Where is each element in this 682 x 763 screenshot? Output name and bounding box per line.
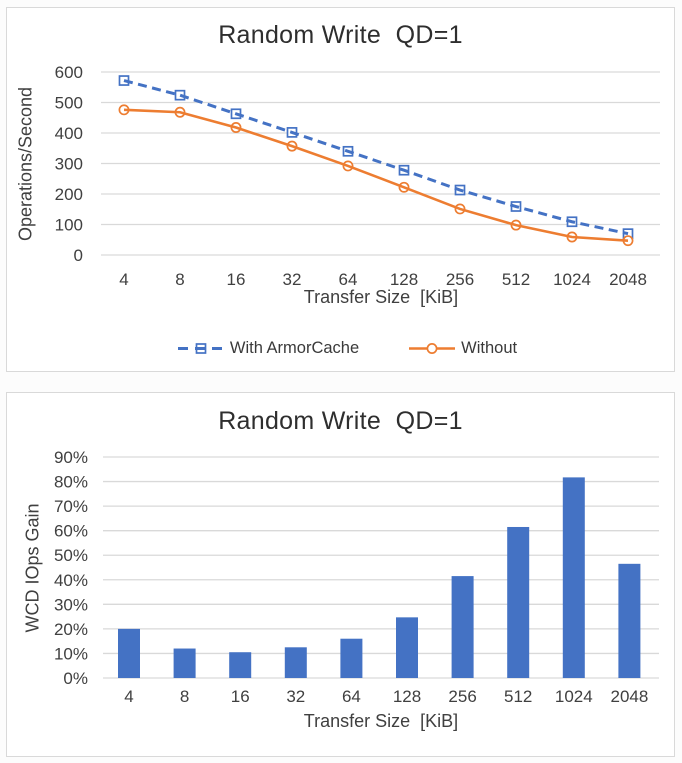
svg-text:2048: 2048 — [609, 270, 647, 289]
bar-256 — [451, 576, 474, 678]
x-tick-labels: 4 8 16 32 64 128 256 512 1024 2048 — [124, 687, 648, 706]
bar-plot-svg: 0% 10% 20% 30% 40% 50% 60% 70% 80% 90% 4 8 16 32 64 128… — [54, 448, 659, 706]
legend: With ArmorCache Without — [7, 339, 674, 358]
line-y-axis-title: Operations/Second — [15, 86, 36, 242]
svg-text:70%: 70% — [54, 497, 88, 516]
svg-text:64: 64 — [339, 270, 358, 289]
svg-text:50%: 50% — [54, 546, 88, 565]
legend-label-with-armorcache: With ArmorCache — [229, 339, 360, 357]
svg-text:300: 300 — [55, 155, 83, 174]
bar-512 — [507, 526, 530, 678]
dashed-line-square-marker-icon — [177, 343, 224, 354]
line-x-axis-title: Transfer Size [KiB] — [303, 287, 459, 307]
svg-text:80%: 80% — [54, 473, 88, 492]
svg-text:200: 200 — [55, 185, 83, 204]
svg-text:100: 100 — [55, 216, 83, 235]
line-plot-svg: 0 100 200 300 400 500 600 4 8 16 32 64 128 256 512 1024… — [55, 63, 660, 289]
bar-8 — [173, 648, 196, 678]
solid-line-circle-marker-icon — [409, 343, 456, 354]
svg-text:4: 4 — [119, 270, 128, 289]
line-chart-title: Random Write QD=1 — [218, 21, 463, 49]
svg-text:256: 256 — [446, 270, 474, 289]
svg-text:1024: 1024 — [553, 270, 591, 289]
svg-text:0: 0 — [74, 246, 83, 265]
svg-text:512: 512 — [504, 687, 532, 706]
svg-text:32: 32 — [283, 270, 302, 289]
series-1 — [118, 104, 634, 247]
svg-text:30%: 30% — [54, 595, 88, 614]
svg-text:32: 32 — [286, 687, 305, 706]
svg-text:512: 512 — [502, 270, 530, 289]
svg-text:0%: 0% — [63, 669, 88, 688]
svg-text:2048: 2048 — [610, 687, 648, 706]
svg-text:10%: 10% — [54, 644, 88, 663]
bar-32 — [284, 647, 307, 678]
legend-item-with-armorcache: With ArmorCache — [177, 339, 360, 358]
bar-2048 — [618, 563, 641, 678]
bar-chart-title: Random Write QD=1 — [218, 407, 463, 435]
svg-text:500: 500 — [55, 94, 83, 113]
bar-128 — [396, 617, 418, 678]
svg-text:8: 8 — [180, 687, 189, 706]
svg-text:90%: 90% — [54, 448, 88, 467]
svg-text:128: 128 — [390, 270, 418, 289]
svg-text:16: 16 — [227, 270, 246, 289]
svg-text:256: 256 — [448, 687, 476, 706]
svg-text:4: 4 — [124, 687, 133, 706]
svg-text:40%: 40% — [54, 571, 88, 590]
y-tick-labels: 0% 10% 20% 30% 40% 50% 60% 70% 80% 90% — [54, 448, 88, 688]
bar-1024 — [562, 477, 585, 678]
legend-item-without: Without — [409, 339, 517, 358]
svg-text:128: 128 — [393, 687, 421, 706]
y-tick-labels: 0 100 200 300 400 500 600 — [55, 63, 83, 265]
x-tick-labels: 4 8 16 32 64 128 256 512 1024 2048 — [119, 270, 647, 289]
svg-text:16: 16 — [231, 687, 250, 706]
bar-chart-panel: Random Write QD=1 0% 10% 20% 30% 40% 50% 60% 70… — [6, 392, 675, 757]
series-0 — [118, 75, 634, 239]
bar-4 — [118, 628, 140, 678]
svg-text:20%: 20% — [54, 620, 88, 639]
line-chart-panel: Random Write QD=1 0 100 200 300 400 500 600 4 8 1… — [6, 7, 675, 372]
svg-text:60%: 60% — [54, 522, 88, 541]
bar-64 — [340, 638, 363, 678]
bar-16 — [229, 652, 252, 678]
svg-text:64: 64 — [342, 687, 361, 706]
svg-text:1024: 1024 — [555, 687, 593, 706]
svg-text:8: 8 — [175, 270, 184, 289]
legend-label-without: Without — [461, 339, 518, 357]
bar-x-axis-title: Transfer Size [KiB] — [303, 711, 459, 731]
svg-text:400: 400 — [55, 124, 83, 143]
svg-text:600: 600 — [55, 63, 83, 82]
bars — [118, 477, 641, 678]
bar-y-axis-title: WCD IOps Gain — [22, 503, 43, 633]
